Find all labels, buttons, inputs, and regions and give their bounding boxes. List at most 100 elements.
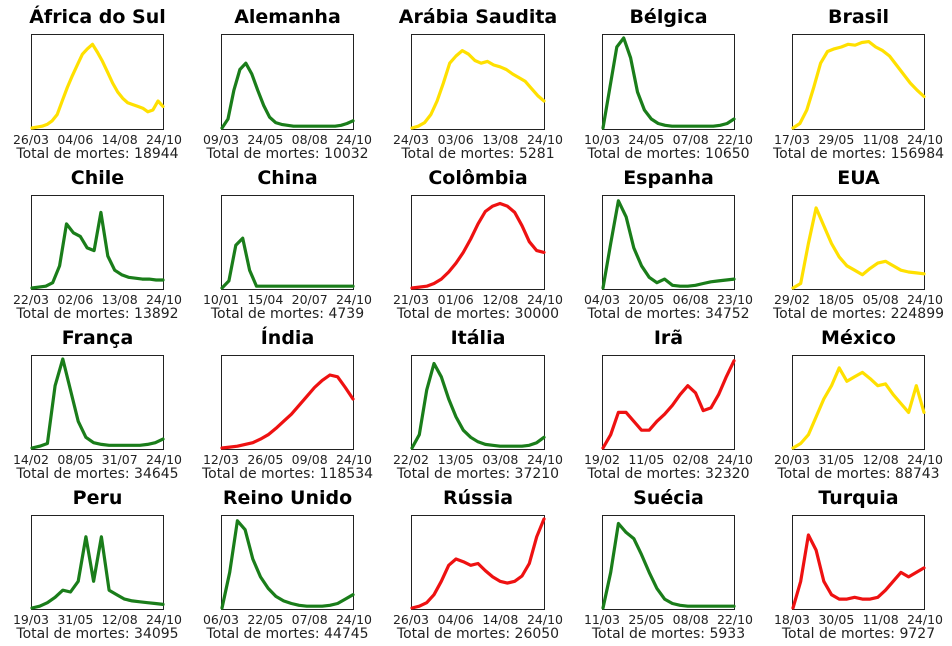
chart-title: Bélgica (629, 6, 708, 28)
x-tick-label: 14/02 (12, 452, 50, 467)
total-deaths-value: 10650 (705, 146, 750, 162)
x-tick-label: 24/10 (145, 292, 183, 307)
total-deaths: Total de mortes: 5281 (381, 146, 575, 162)
x-tick-label: 11/05 (628, 452, 665, 467)
total-deaths-label: Total de mortes: (16, 146, 135, 162)
total-deaths-value: 224899 (890, 306, 945, 322)
series-line (791, 39, 926, 130)
x-tick-label: 24/10 (145, 612, 183, 627)
x-tick-labels: 09/03 24/05 08/08 24/10 (203, 132, 372, 148)
total-deaths-label: Total de mortes: (772, 146, 891, 162)
chart-title: Reino Unido (222, 487, 353, 509)
total-deaths: Total de mortes: 26050 (381, 626, 575, 642)
plot-area (601, 34, 736, 130)
x-tick-labels: 06/03 22/05 07/08 24/10 (203, 612, 372, 628)
x-tick-label: 04/03 (583, 292, 621, 307)
x-tick-label: 24/10 (335, 292, 373, 307)
x-tick-label: 20/03 (773, 452, 811, 467)
x-tick-label: 24/10 (906, 612, 944, 627)
x-tick-label: 17/03 (773, 132, 811, 147)
x-tick-label: 13/08 (101, 292, 138, 307)
x-tick-label: 07/08 (672, 132, 709, 147)
x-tick-label: 24/10 (145, 132, 183, 147)
x-tick-labels: 26/03 04/06 14/08 24/10 (393, 612, 563, 628)
plot-frame (602, 515, 735, 610)
x-tick-label: 31/07 (101, 452, 138, 467)
series-line (30, 210, 165, 290)
plot-frame (792, 34, 925, 130)
series-line (220, 236, 355, 290)
plot-frame (602, 355, 735, 450)
total-deaths: Total de mortes: 13892 (1, 306, 194, 322)
total-deaths: Total de mortes: 30000 (381, 306, 575, 322)
plot-frame (602, 34, 735, 130)
x-tick-label: 24/10 (526, 452, 564, 467)
x-tick-label: 13/05 (437, 452, 474, 467)
x-tick-label: 04/06 (437, 612, 474, 627)
total-deaths-value: 156984 (890, 146, 945, 162)
plot-area (791, 355, 926, 450)
x-tick-label: 11/08 (862, 132, 899, 147)
chart-title: Colômbia (428, 167, 528, 189)
x-tick-labels: 20/03 31/05 12/08 24/10 (774, 452, 943, 468)
total-deaths-value: 44745 (324, 626, 369, 642)
chart-title: Peru (72, 487, 123, 509)
total-deaths-label: Total de mortes: (16, 466, 135, 482)
plot-area (30, 195, 165, 290)
plot-frame (411, 355, 545, 450)
x-tick-labels: 22/03 02/06 13/08 24/10 (13, 292, 182, 308)
total-deaths-label: Total de mortes: (396, 626, 515, 642)
total-deaths-value: 88743 (895, 466, 940, 482)
x-tick-label: 08/05 (57, 452, 94, 467)
x-tick-label: 12/08 (862, 452, 899, 467)
total-deaths-value: 37210 (514, 466, 560, 482)
total-deaths-value: 13892 (134, 306, 179, 322)
x-tick-label: 24/05 (628, 132, 665, 147)
total-deaths-label: Total de mortes: (201, 466, 320, 482)
x-tick-label: 22/05 (247, 612, 284, 627)
x-tick-label: 14/08 (482, 612, 519, 627)
chart-title: Alemanha (234, 6, 341, 28)
x-tick-label: 30/05 (818, 612, 855, 627)
x-tick-label: 11/03 (583, 612, 621, 627)
total-deaths-value: 5933 (709, 626, 746, 642)
x-tick-label: 02/08 (672, 452, 709, 467)
x-tick-labels: 24/03 03/06 13/08 24/10 (393, 132, 563, 148)
chart-title: Arábia Saudita (398, 6, 558, 28)
total-deaths-label: Total de mortes: (16, 626, 135, 642)
series-line (30, 357, 165, 450)
total-deaths-value: 10032 (324, 146, 369, 162)
x-tick-label: 22/10 (716, 132, 754, 147)
chart-title: México (821, 327, 896, 349)
total-deaths-value: 26050 (514, 626, 560, 642)
plot-area (30, 34, 165, 130)
x-tick-label: 24/10 (906, 452, 944, 467)
x-tick-label: 26/03 (12, 132, 50, 147)
plot-frame (31, 355, 164, 450)
x-tick-labels: 21/03 01/06 12/08 24/10 (393, 292, 563, 308)
plot-area (791, 34, 926, 130)
x-tick-labels: 29/02 18/05 05/08 24/10 (774, 292, 943, 308)
x-tick-label: 09/03 (202, 132, 240, 147)
x-tick-label: 21/03 (392, 292, 430, 307)
plot-area (601, 355, 736, 450)
x-tick-label: 20/07 (291, 292, 328, 307)
total-deaths-value: 32320 (705, 466, 750, 482)
plot-frame (411, 195, 545, 290)
plot-area (601, 515, 736, 610)
total-deaths-label: Total de mortes: (587, 306, 706, 322)
series-line (601, 199, 736, 290)
x-tick-label: 24/10 (335, 612, 373, 627)
total-deaths: Total de mortes: 9727 (762, 626, 952, 642)
x-tick-label: 24/10 (145, 452, 183, 467)
chart-title: Espanha (623, 167, 714, 189)
x-tick-label: 05/08 (862, 292, 899, 307)
total-deaths: Total de mortes: 5933 (572, 626, 765, 642)
total-deaths: Total de mortes: 34095 (1, 626, 194, 642)
total-deaths: Total de mortes: 44745 (191, 626, 384, 642)
x-tick-label: 04/06 (57, 132, 94, 147)
plot-frame (221, 515, 354, 610)
plot-frame (602, 195, 735, 290)
total-deaths-value: 34095 (134, 626, 179, 642)
x-tick-label: 09/08 (291, 452, 328, 467)
